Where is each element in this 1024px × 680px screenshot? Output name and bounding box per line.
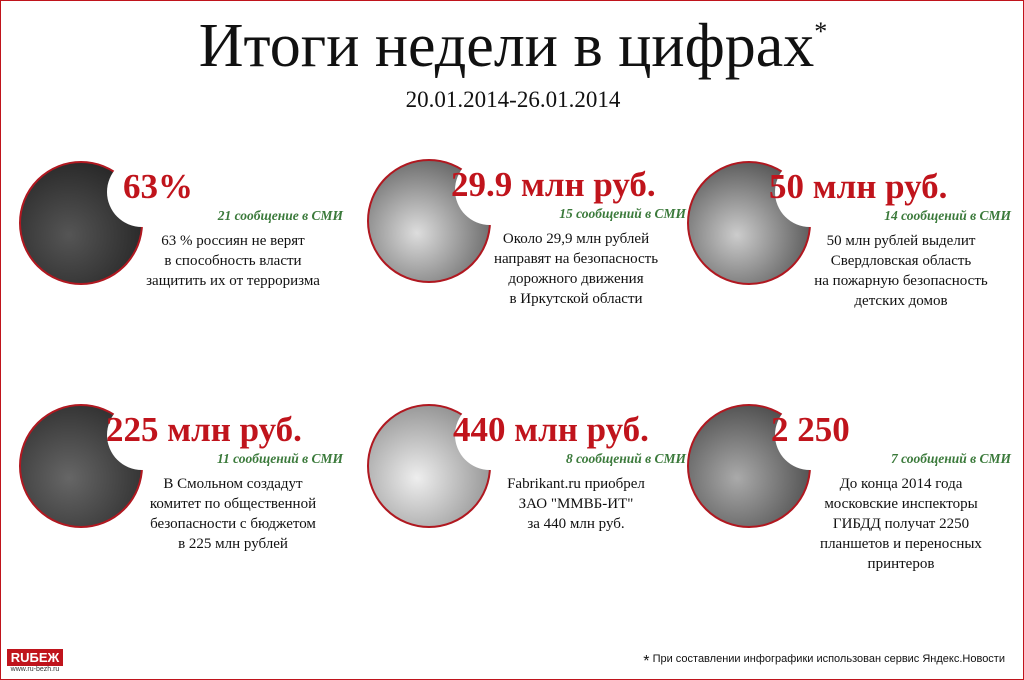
photo-notch (775, 157, 845, 227)
figure: 440 млн руб. (453, 410, 649, 449)
description-line: в Иркутской области (509, 291, 643, 307)
mentions: 7 сообщений в СМИ (890, 451, 1011, 466)
photo-notch (107, 400, 177, 470)
description-line: в 225 млн рублей (178, 536, 288, 552)
mentions: 15 сообщений в СМИ (559, 206, 686, 221)
description-line: До конца 2014 года (839, 476, 963, 492)
mentions: 8 сообщений в СМИ (565, 451, 686, 466)
title-text: Итоги недели в цифрах (198, 12, 815, 80)
description-line: Около 29,9 млн рублей (502, 231, 650, 247)
description-line: направят на безопасность (493, 251, 659, 267)
description-line: дорожного движения (508, 271, 644, 287)
description-line: московские инспекторы (824, 496, 978, 512)
description-line: ГИБДД получат 2250 (832, 516, 970, 532)
photo-notch (455, 155, 525, 225)
figure: 50 млн руб. (769, 167, 948, 206)
description-line: 63 % россиян не верят (161, 233, 305, 249)
logo: RUБЕЖ www.ru-bezh.ru (7, 649, 63, 673)
description-line: ЗАО "ММВБ-ИТ" (518, 496, 634, 512)
description-line: Свердловская область (830, 253, 972, 269)
description-line: Fabrikant.ru приобрел (507, 476, 645, 492)
figure: 29.9 млн руб. (451, 165, 656, 204)
description-line: на пожарную безопасность (814, 273, 988, 289)
description-line: принтеров (867, 556, 935, 572)
description-line: 50 млн рублей выделит (826, 233, 976, 249)
logo-url: www.ru-bezh.ru (10, 666, 60, 673)
mentions: 11 сообщений в СМИ (216, 451, 343, 466)
description-line: безопасности с бюджетом (150, 516, 316, 532)
figure: 225 млн руб. (106, 410, 302, 449)
footnote-text: При составлении инфографики использован … (652, 653, 1005, 665)
description-line: детских домов (854, 293, 948, 309)
photo-notch (455, 400, 525, 470)
figure: 2 250 (771, 410, 850, 449)
title: Итоги недели в цифрах* (1, 11, 1023, 82)
mentions: 14 сообщений в СМИ (884, 208, 1011, 223)
description-line: в способность власти (164, 253, 302, 269)
description-line: В Смольном создадут (163, 476, 303, 492)
photo-notch (775, 400, 845, 470)
description-line: комитет по общественной (149, 496, 317, 512)
title-asterisk: * (814, 17, 828, 46)
figure: 63% (123, 167, 193, 206)
description-line: за 440 млн руб. (527, 516, 625, 532)
footnote: * При составлении инфографики использова… (643, 653, 1005, 671)
date-range: 20.01.2014-26.01.2014 (405, 87, 621, 112)
description-line: планшетов и переносных (820, 536, 982, 552)
description-line: защитить их от терроризма (146, 273, 320, 289)
logo-brand: RUБЕЖ (7, 649, 63, 666)
footnote-asterisk: * (643, 653, 650, 670)
photo-notch (107, 157, 177, 227)
mentions: 21 сообщение в СМИ (217, 208, 343, 223)
